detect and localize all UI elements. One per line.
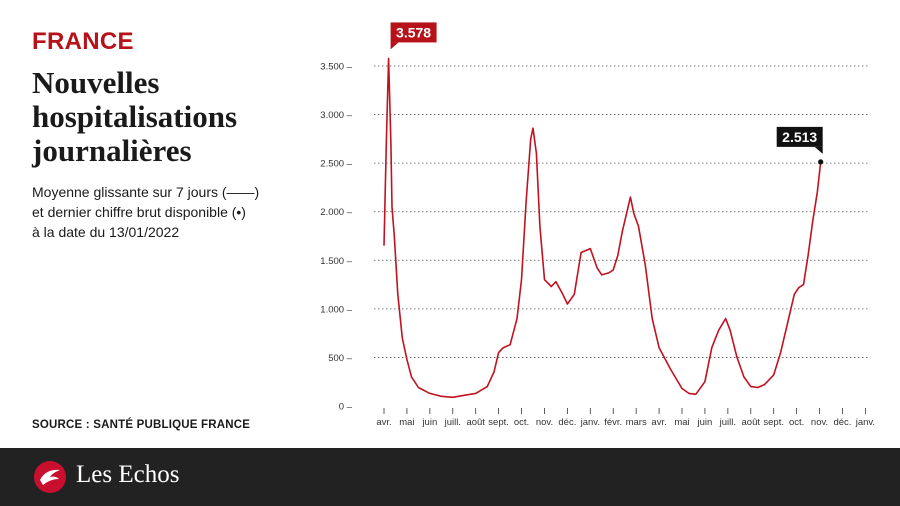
last-value-dot: [818, 159, 824, 165]
x-axis: avr. mai juin juill. août sept. oct. nov. déc. ja…: [376, 408, 875, 428]
series-layer: [383, 57, 824, 399]
x-tick-label: déc.: [833, 417, 851, 428]
y-tick-label: 1.500 –: [320, 256, 352, 267]
peak-callout-box: [390, 22, 437, 43]
peak-callout-pointer: [390, 42, 399, 50]
x-tick-label: janv.: [855, 417, 875, 428]
y-tick-label: 3.000 –: [320, 110, 352, 121]
y-tick-label: 2.000 –: [320, 207, 352, 218]
x-tick-label: janv.: [580, 417, 600, 428]
peak-callout-label: 3.578: [396, 24, 431, 40]
brand-name: Les Echos: [76, 461, 180, 488]
footer-bar: Les Echos: [0, 448, 900, 506]
x-tick-label: sept.: [763, 417, 784, 428]
x-tick-label: avr.: [651, 417, 666, 428]
subtitle-line-1: Moyenne glissante sur 7 jours (——): [32, 184, 260, 200]
last-callout-pointer: [814, 146, 823, 154]
x-tick-label: avr.: [376, 417, 391, 428]
x-tick-label: sept.: [488, 417, 509, 428]
x-tick-label: août: [466, 417, 485, 428]
title-line-3: journalières: [32, 133, 192, 168]
last-callout-box: [776, 126, 823, 147]
y-tick-label: 1.000 –: [320, 304, 352, 315]
x-tick-label: oct.: [789, 417, 804, 428]
x-tick-label: nov.: [811, 417, 828, 428]
y-axis: 0 – 500 – 1.000 – 1.500 – 2.000 – 2.500 – 3.00…: [320, 62, 352, 413]
series-line: [383, 57, 822, 399]
x-tick-label: oct.: [514, 417, 529, 428]
x-tick-label: août: [742, 417, 761, 428]
x-tick-label: juin: [421, 417, 437, 428]
y-tick-label: 500 –: [328, 353, 352, 364]
x-tick-label: nov.: [536, 417, 553, 428]
x-tick-label: févr.: [604, 417, 622, 428]
y-tick-label: 3.500 –: [320, 62, 352, 73]
x-tick-label: mai: [399, 417, 414, 428]
title-line-1: Nouvelles: [32, 65, 160, 100]
chart-subtitle: Moyenne glissante sur 7 jours (——) et de…: [32, 182, 332, 242]
x-tick-label: juill.: [719, 417, 736, 428]
x-tick-label: déc.: [558, 417, 576, 428]
title-line-2: hospitalisations: [32, 99, 238, 134]
chart-title: Nouvelles hospitalisations journalières: [32, 66, 332, 168]
subtitle-line-3: à la date du 13/01/2022: [32, 224, 180, 240]
les-echos-logo-icon: [34, 461, 66, 493]
x-tick-label: mai: [674, 417, 689, 428]
country-kicker: FRANCE: [32, 28, 134, 55]
x-tick-label: juin: [697, 417, 713, 428]
callouts-layer: 3.578 2.513: [390, 22, 823, 154]
y-tick-label: 0 –: [339, 402, 353, 413]
grid-lines: [374, 65, 868, 358]
source-note: SOURCE : SANTÉ PUBLIQUE FRANCE: [32, 419, 251, 431]
subtitle-line-2: et dernier chiffre brut disponible (•): [32, 204, 246, 220]
x-tick-label: juill.: [444, 417, 461, 428]
y-tick-label: 2.500 –: [320, 159, 352, 170]
line-chart: 0 – 500 – 1.000 – 1.500 – 2.000 – 2.500 – 3.00…: [320, 22, 875, 428]
x-tick-label: mars: [626, 417, 647, 428]
last-callout-label: 2.513: [782, 129, 817, 145]
header-panel: FRANCE Nouvelles hospitalisations journa…: [32, 28, 332, 242]
